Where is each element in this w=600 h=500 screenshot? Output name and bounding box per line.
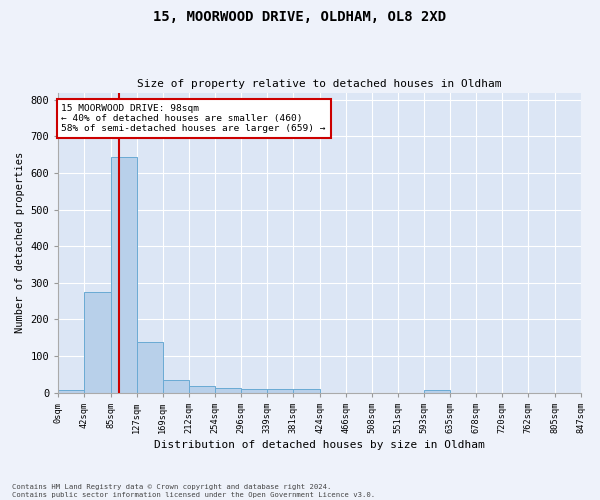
Bar	[424, 390, 450, 392]
Text: 15, MOORWOOD DRIVE, OLDHAM, OL8 2XD: 15, MOORWOOD DRIVE, OLDHAM, OL8 2XD	[154, 10, 446, 24]
Bar	[241, 389, 268, 392]
X-axis label: Distribution of detached houses by size in Oldham: Distribution of detached houses by size …	[154, 440, 485, 450]
Bar	[293, 389, 320, 392]
Bar	[268, 389, 293, 392]
Bar	[58, 390, 84, 392]
Text: Contains HM Land Registry data © Crown copyright and database right 2024.
Contai: Contains HM Land Registry data © Crown c…	[12, 484, 375, 498]
Bar	[111, 156, 137, 392]
Y-axis label: Number of detached properties: Number of detached properties	[15, 152, 25, 333]
Bar	[189, 386, 215, 392]
Bar	[137, 342, 163, 392]
Bar	[84, 292, 111, 392]
Bar	[215, 388, 241, 392]
Text: 15 MOORWOOD DRIVE: 98sqm
← 40% of detached houses are smaller (460)
58% of semi-: 15 MOORWOOD DRIVE: 98sqm ← 40% of detach…	[61, 104, 326, 134]
Bar	[163, 380, 189, 392]
Title: Size of property relative to detached houses in Oldham: Size of property relative to detached ho…	[137, 79, 502, 89]
